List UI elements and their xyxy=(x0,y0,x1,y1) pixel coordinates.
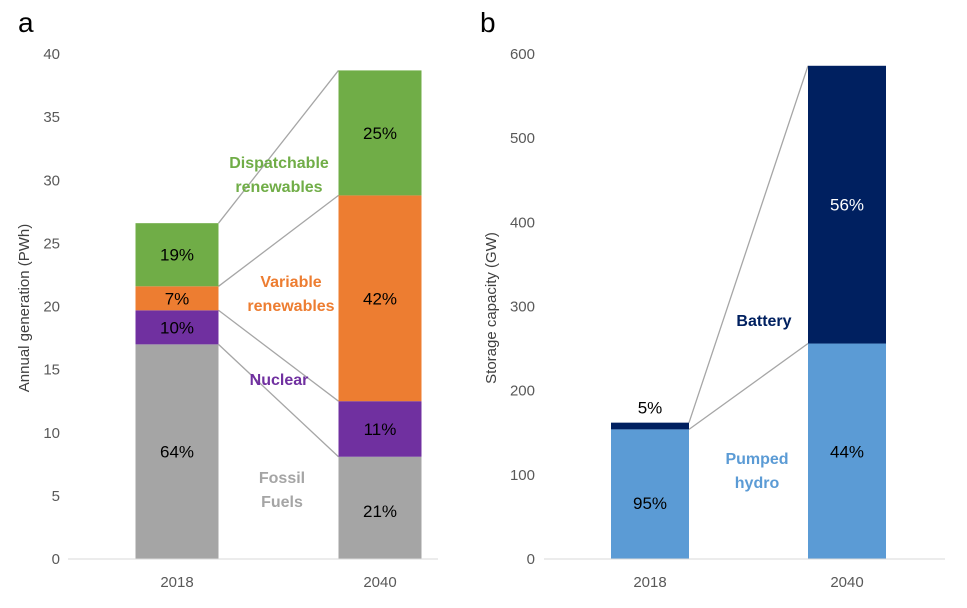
bar-nuclear-2018 xyxy=(135,310,219,345)
x-tick-label: 2040 xyxy=(363,574,396,591)
panel-a-x-axis: 2018 2040 xyxy=(68,558,438,591)
bar-pumped-2018 xyxy=(611,429,689,559)
data-label-battery: 5% xyxy=(638,399,663,418)
y-tick-label: 200 xyxy=(510,383,535,400)
legend-label-dispatchable: Dispatchable xyxy=(229,155,329,172)
y-tick-label: 400 xyxy=(510,214,535,231)
data-label-dispatchable: 19% xyxy=(160,246,194,265)
data-label-fossil: 21% xyxy=(363,502,397,521)
connector-line xyxy=(218,194,339,287)
connector-line xyxy=(218,343,339,458)
data-label-nuclear: 11% xyxy=(364,420,397,439)
bar-variable-2040 xyxy=(338,195,422,402)
panel-a-annotations: Dispatchable renewables Variable renewables… xyxy=(229,155,334,511)
connector-line xyxy=(688,65,809,423)
panel-a-ylabel: Annual generation (PWh) xyxy=(16,224,33,392)
y-tick-label: 40 xyxy=(43,46,60,63)
data-label-pumped: 95% xyxy=(633,494,667,513)
legend-label-dispatchable: renewables xyxy=(235,179,322,196)
legend-label-pumped: hydro xyxy=(735,475,780,492)
data-label-fossil: 64% xyxy=(160,443,194,462)
legend-label-fossil: Fossil xyxy=(259,470,305,487)
y-tick-label: 5 xyxy=(52,488,60,505)
bar-nuclear-2040 xyxy=(338,401,422,457)
panel-b-annotations: Battery Pumped hydro xyxy=(725,313,791,492)
data-label-variable: 7% xyxy=(165,289,190,308)
data-label-battery: 56% xyxy=(830,196,864,215)
data-label-variable: 42% xyxy=(363,289,397,308)
panel-b: b Storage capacity (GW) 0 100 200 300 400 500… xyxy=(480,7,945,591)
y-tick-label: 10 xyxy=(43,425,60,442)
y-tick-label: 0 xyxy=(52,551,60,568)
y-tick-label: 300 xyxy=(510,299,535,316)
panel-b-letter: b xyxy=(480,7,496,38)
legend-label-variable: Variable xyxy=(260,274,321,291)
y-tick-label: 15 xyxy=(43,362,60,379)
connector-line xyxy=(217,70,340,224)
panel-b-y-axis: 0 100 200 300 400 500 600 xyxy=(510,46,535,568)
connector-line xyxy=(218,309,339,402)
x-tick-label: 2040 xyxy=(830,574,863,591)
panel-a: a Annual generation (PWh) 0 5 10 15 20 25 30 35… xyxy=(16,7,438,591)
connector-line xyxy=(688,343,809,430)
legend-label-variable: renewables xyxy=(247,298,334,315)
panel-a-bars: 64% 21% 10% 11% 7% 42% 19% 25% xyxy=(135,70,422,559)
data-label-nuclear: 10% xyxy=(160,318,194,337)
panel-a-y-axis: 0 5 10 15 20 25 30 35 40 xyxy=(43,46,60,568)
data-label-dispatchable: 25% xyxy=(363,124,397,143)
bar-battery-2040 xyxy=(808,65,886,344)
bar-battery-2018 xyxy=(611,422,689,430)
bar-dispatchable-2018 xyxy=(135,223,219,287)
legend-label-fossil: Fuels xyxy=(261,494,303,511)
y-tick-label: 100 xyxy=(510,467,535,484)
legend-label-pumped: Pumped xyxy=(725,451,788,468)
data-label-pumped: 44% xyxy=(830,442,864,461)
y-tick-label: 500 xyxy=(510,130,535,147)
panel-b-x-axis: 2018 2040 xyxy=(544,558,945,591)
y-tick-label: 25 xyxy=(43,235,60,252)
y-tick-label: 35 xyxy=(43,109,60,126)
y-tick-label: 30 xyxy=(43,172,60,189)
bar-dispatchable-2040 xyxy=(338,70,422,196)
legend-label-battery: Battery xyxy=(736,313,791,330)
y-tick-label: 600 xyxy=(510,46,535,63)
panel-b-connectors xyxy=(688,65,809,430)
panel-a-connectors xyxy=(217,70,340,458)
x-tick-label: 2018 xyxy=(160,574,193,591)
panel-b-bars: 95% 44% 5% 56% xyxy=(611,65,886,559)
y-tick-label: 0 xyxy=(527,551,535,568)
bar-fossil-2018 xyxy=(135,344,219,559)
bar-fossil-2040 xyxy=(338,456,422,559)
bar-pumped-2040 xyxy=(808,343,886,559)
x-tick-label: 2018 xyxy=(633,574,666,591)
legend-label-nuclear: Nuclear xyxy=(250,372,309,389)
bar-variable-2018 xyxy=(135,286,219,311)
panel-b-ylabel: Storage capacity (GW) xyxy=(483,232,500,384)
panel-a-letter: a xyxy=(18,7,34,38)
y-tick-label: 20 xyxy=(43,299,60,316)
